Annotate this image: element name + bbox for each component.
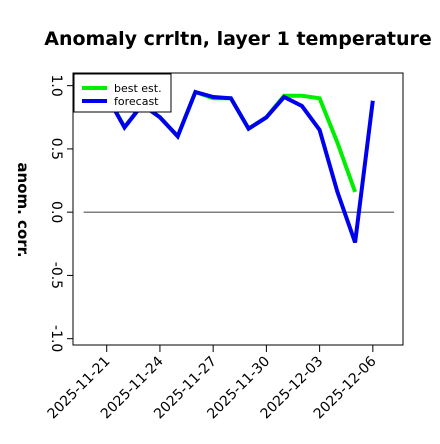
y-tick-label: 0.0: [48, 201, 64, 223]
legend-label: best est.: [114, 82, 162, 95]
y-tick-label: 0.5: [48, 138, 64, 160]
y-tick-label: 1.0: [48, 75, 64, 97]
legend-box: [73, 73, 172, 113]
chart-title: Anomaly crrltn, layer 1 temperature: [44, 28, 432, 50]
y-tick-label: -1.0: [48, 325, 64, 352]
y-tick-label: -0.5: [48, 262, 64, 289]
series-line-forecast: [104, 89, 375, 244]
y-axis-label: anom. corr.: [14, 162, 32, 257]
legend-label: forecast: [114, 95, 159, 108]
plot-area: [72, 72, 404, 346]
